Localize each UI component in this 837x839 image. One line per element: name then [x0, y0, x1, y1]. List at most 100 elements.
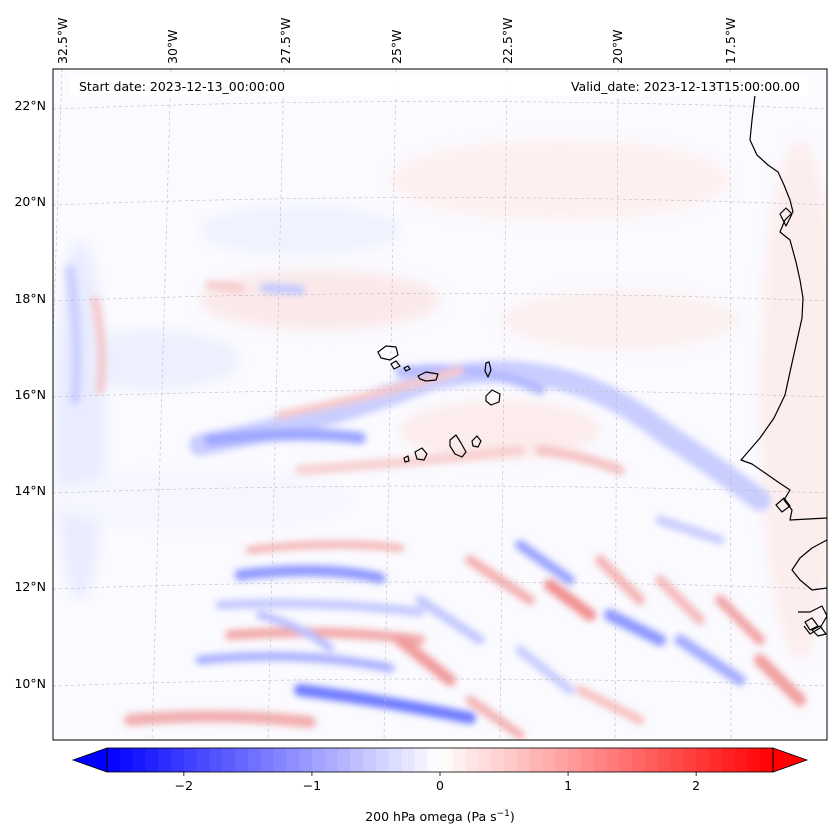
colorbar-tick-label: −2	[175, 778, 193, 793]
lon-tick-label: 32.5°W	[55, 18, 70, 64]
gridline-lon	[267, 69, 285, 740]
colorbar-ticks: −2 −1 0 1 2	[175, 772, 700, 793]
island-sao-vicente	[390, 360, 401, 370]
lat-tick-label: 22°N	[14, 98, 46, 113]
colorbar-tick-label: −1	[303, 778, 321, 793]
colorbar-segment	[427, 748, 441, 772]
omega-field-bands	[65, 265, 806, 740]
coastal-island	[804, 617, 819, 631]
colorbar-label-exponent: −1	[497, 809, 510, 819]
map-frame	[52, 68, 828, 741]
colorbar-segment	[580, 748, 595, 772]
colorbar-segment	[606, 748, 620, 772]
colorbar-segment	[632, 748, 646, 772]
colorbar-segment	[491, 748, 505, 772]
lat-axis: 22°N 20°N 18°N 16°N 14°N 12°N 10°N	[14, 98, 46, 691]
colorbar-segment	[132, 748, 147, 772]
coastlines	[377, 94, 827, 637]
colorbar-segment	[171, 748, 185, 772]
colorbar-segment	[721, 748, 736, 772]
colorbar-segment	[363, 748, 377, 772]
colorbar-segment	[670, 748, 684, 772]
colorbar-segment	[401, 748, 415, 772]
colorbar-tick-label: 2	[692, 778, 700, 793]
colorbar-segment	[657, 748, 672, 772]
colorbar-segment	[414, 748, 428, 772]
gridline-lon	[499, 69, 508, 740]
island-brava	[403, 455, 410, 463]
coastal-inlet	[779, 207, 793, 227]
island-santiago	[449, 434, 467, 458]
coastal-island	[811, 625, 827, 637]
colorbar-segment	[375, 748, 390, 772]
colorbar-segment	[465, 748, 480, 772]
island-santo-antao	[377, 345, 399, 361]
colorbar-segment	[516, 748, 531, 772]
colorbar-segment	[145, 748, 159, 772]
graticule	[53, 69, 827, 740]
colorbar-segment	[504, 748, 518, 772]
colorbar-segment	[299, 748, 313, 772]
colorbar-segment	[311, 748, 326, 772]
colorbar-segment	[337, 748, 351, 772]
colorbar-tick-label: 0	[436, 778, 444, 793]
colorbar-segment	[708, 748, 723, 772]
coastal-inlet	[775, 497, 791, 513]
annotation-box	[70, 75, 808, 96]
gridline-lon	[729, 69, 732, 740]
colorbar-segment	[555, 748, 569, 772]
gridline-lon	[614, 69, 619, 740]
colorbar: −2 −1 0 1 2 200 hPa omega (Pa s−1)	[71, 747, 809, 824]
lat-tick-label: 20°N	[14, 194, 46, 209]
colorbar-segment	[734, 748, 748, 772]
colorbar-segment	[107, 748, 121, 772]
colorbar-segment	[183, 748, 198, 772]
colorbar-segment	[235, 748, 249, 772]
colorbar-segment	[209, 748, 223, 772]
island-sal	[484, 361, 492, 378]
colorbar-segment	[568, 748, 582, 772]
island-santa-luzia	[403, 365, 411, 372]
gridline-lat	[53, 293, 827, 302]
lat-tick-label: 10°N	[14, 676, 46, 691]
lat-tick-label: 12°N	[14, 579, 46, 594]
colorbar-segment	[760, 748, 774, 772]
colorbar-segment	[529, 748, 544, 772]
colorbar-segment	[158, 748, 172, 772]
colorbar-segment	[747, 748, 761, 772]
african-coastline	[740, 94, 827, 521]
island-boa-vista	[485, 389, 501, 406]
african-coastline-south	[791, 539, 827, 591]
gridline-lon	[151, 69, 172, 740]
colorbar-segment	[119, 748, 134, 772]
colorbar-segment	[350, 748, 364, 772]
lon-tick-label: 25°W	[389, 29, 404, 64]
gridline-lat	[53, 197, 827, 206]
colorbar-segment	[388, 748, 403, 772]
lat-tick-label: 18°N	[14, 291, 46, 306]
colorbar-segment	[222, 748, 236, 772]
gridline-lon	[383, 69, 397, 740]
colorbar-segment	[644, 748, 659, 772]
colorbar-segments	[107, 748, 774, 772]
colorbar-segment	[696, 748, 710, 772]
colorbar-segment	[542, 748, 556, 772]
colorbar-segment	[260, 748, 275, 772]
colorbar-segment	[273, 748, 287, 772]
colorbar-tick-label: 1	[564, 778, 572, 793]
lon-tick-label: 20°W	[610, 29, 625, 64]
bijagos-coast	[798, 605, 827, 635]
island-sao-nicolau	[417, 371, 439, 382]
start-date-label: Start date: 2023-12-13_00:00:00	[79, 79, 285, 94]
colorbar-segment	[452, 748, 467, 772]
colorbar-segment	[478, 748, 492, 772]
colorbar-label-prefix: 200 hPa omega (Pa s	[365, 809, 496, 824]
colorbar-extend-max	[772, 747, 809, 773]
island-maio	[471, 435, 482, 448]
colorbar-segment	[683, 748, 697, 772]
colorbar-segment	[440, 748, 454, 772]
colorbar-segment	[324, 748, 339, 772]
lon-tick-label: 17.5°W	[723, 18, 738, 64]
gridline-lat	[53, 678, 827, 687]
